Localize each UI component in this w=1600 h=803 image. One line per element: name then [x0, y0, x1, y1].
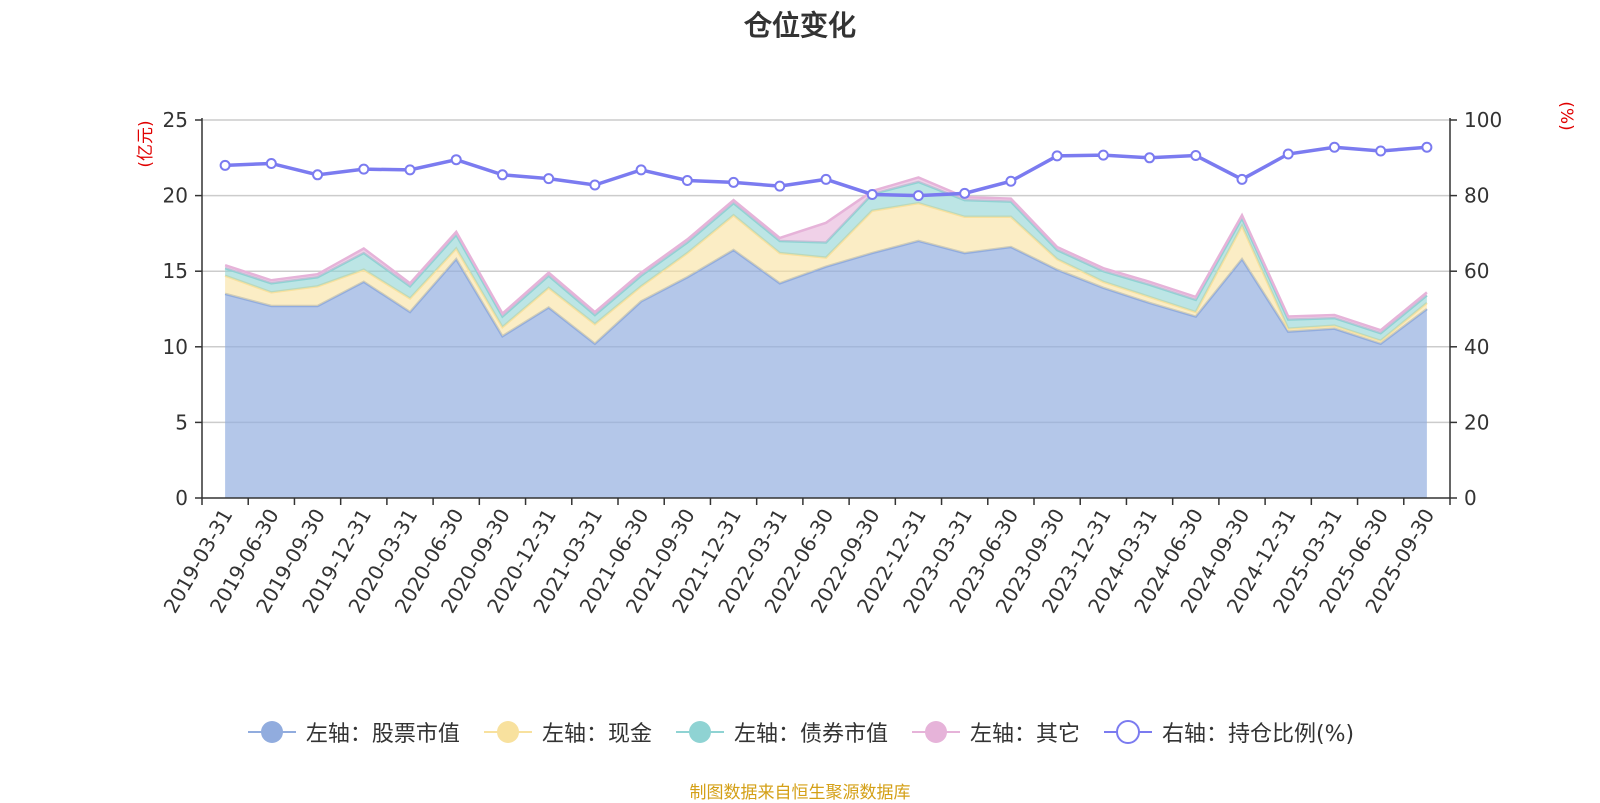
ratio-point — [543, 173, 555, 185]
ratio-point — [358, 163, 370, 175]
left-axis-tick-label: 5 — [175, 410, 188, 434]
ratio-point — [1051, 150, 1063, 162]
area-series-edge-4 — [224, 176, 1428, 332]
left-axis-tick-label: 0 — [175, 486, 188, 510]
ratio-point — [774, 180, 786, 192]
right-axis-tick-label: 80 — [1464, 184, 1489, 208]
left-axis-unit: (亿元) — [136, 120, 156, 167]
legend-item[interactable]: 左轴：现金 — [482, 716, 652, 748]
legend-item[interactable]: 左轴：债券市值 — [674, 716, 888, 748]
ratio-point — [959, 187, 971, 199]
right-axis-tick-label: 0 — [1464, 486, 1477, 510]
ratio-point — [450, 154, 462, 166]
ratio-point — [496, 169, 508, 181]
right-axis-unit: (%) — [1556, 101, 1576, 130]
ratio-point — [1190, 150, 1202, 162]
legend-item[interactable]: 左轴：其它 — [910, 716, 1080, 748]
ratio-point — [1282, 148, 1294, 160]
ratio-point — [681, 174, 693, 186]
ratio-point — [728, 176, 740, 188]
filled-circle-icon — [247, 721, 296, 743]
area-series-3 — [225, 181, 1427, 341]
ratio-point — [219, 159, 231, 171]
ratio-point — [1005, 175, 1017, 187]
legend-label: 右轴：持仓比例(%) — [1161, 722, 1355, 747]
left-axis-tick-label: 20 — [163, 184, 188, 208]
ratio-point — [312, 169, 324, 181]
left-axis-tick-label: 15 — [163, 259, 188, 283]
ratio-point — [1236, 173, 1248, 185]
ratio-point — [1144, 152, 1156, 164]
right-axis-tick-label: 60 — [1464, 259, 1489, 283]
ratio-point — [1375, 145, 1387, 157]
ratio-point — [912, 190, 924, 202]
legend-item[interactable]: 右轴：持仓比例(%) — [1102, 716, 1354, 748]
ratio-point — [265, 157, 277, 169]
filled-circle-icon — [483, 721, 532, 743]
legend-label: 左轴：股票市值 — [305, 722, 460, 747]
ratio-point — [820, 173, 832, 185]
filled-circle-icon — [675, 721, 724, 743]
area-series-1 — [225, 240, 1427, 498]
right-axis-tick-label: 100 — [1464, 108, 1502, 132]
left-axis-tick-label: 25 — [163, 108, 188, 132]
ratio-point — [1328, 141, 1340, 153]
ratio-point — [1421, 141, 1433, 153]
legend-label: 左轴：债券市值 — [733, 722, 888, 747]
hollow-circle-icon — [1103, 720, 1152, 744]
ratio-line-layer — [219, 141, 1433, 202]
right-axis-tick-label: 20 — [1464, 410, 1489, 434]
ratio-point — [635, 164, 647, 176]
legend-label: 左轴：现金 — [541, 722, 652, 747]
filled-circle-icon — [911, 721, 960, 743]
legend-item[interactable]: 左轴：股票市值 — [246, 716, 460, 748]
area-layer — [224, 176, 1428, 498]
chart-title: 仓位变化 — [743, 9, 856, 42]
ratio-point — [404, 164, 416, 176]
right-axis-tick-label: 40 — [1464, 335, 1489, 359]
legend-label: 左轴：其它 — [969, 722, 1080, 747]
ratio-point — [866, 188, 878, 200]
data-source-note: 制图数据来自恒生聚源数据库 — [689, 783, 911, 803]
left-axis-tick-label: 10 — [163, 335, 188, 359]
ratio-point — [589, 179, 601, 191]
legend: 左轴：股票市值 左轴：现金 左轴：债券市值 左轴：其它 右轴：持仓比例(%) — [0, 716, 1600, 748]
axis-layer — [195, 118, 1457, 505]
ratio-point — [1097, 149, 1109, 161]
